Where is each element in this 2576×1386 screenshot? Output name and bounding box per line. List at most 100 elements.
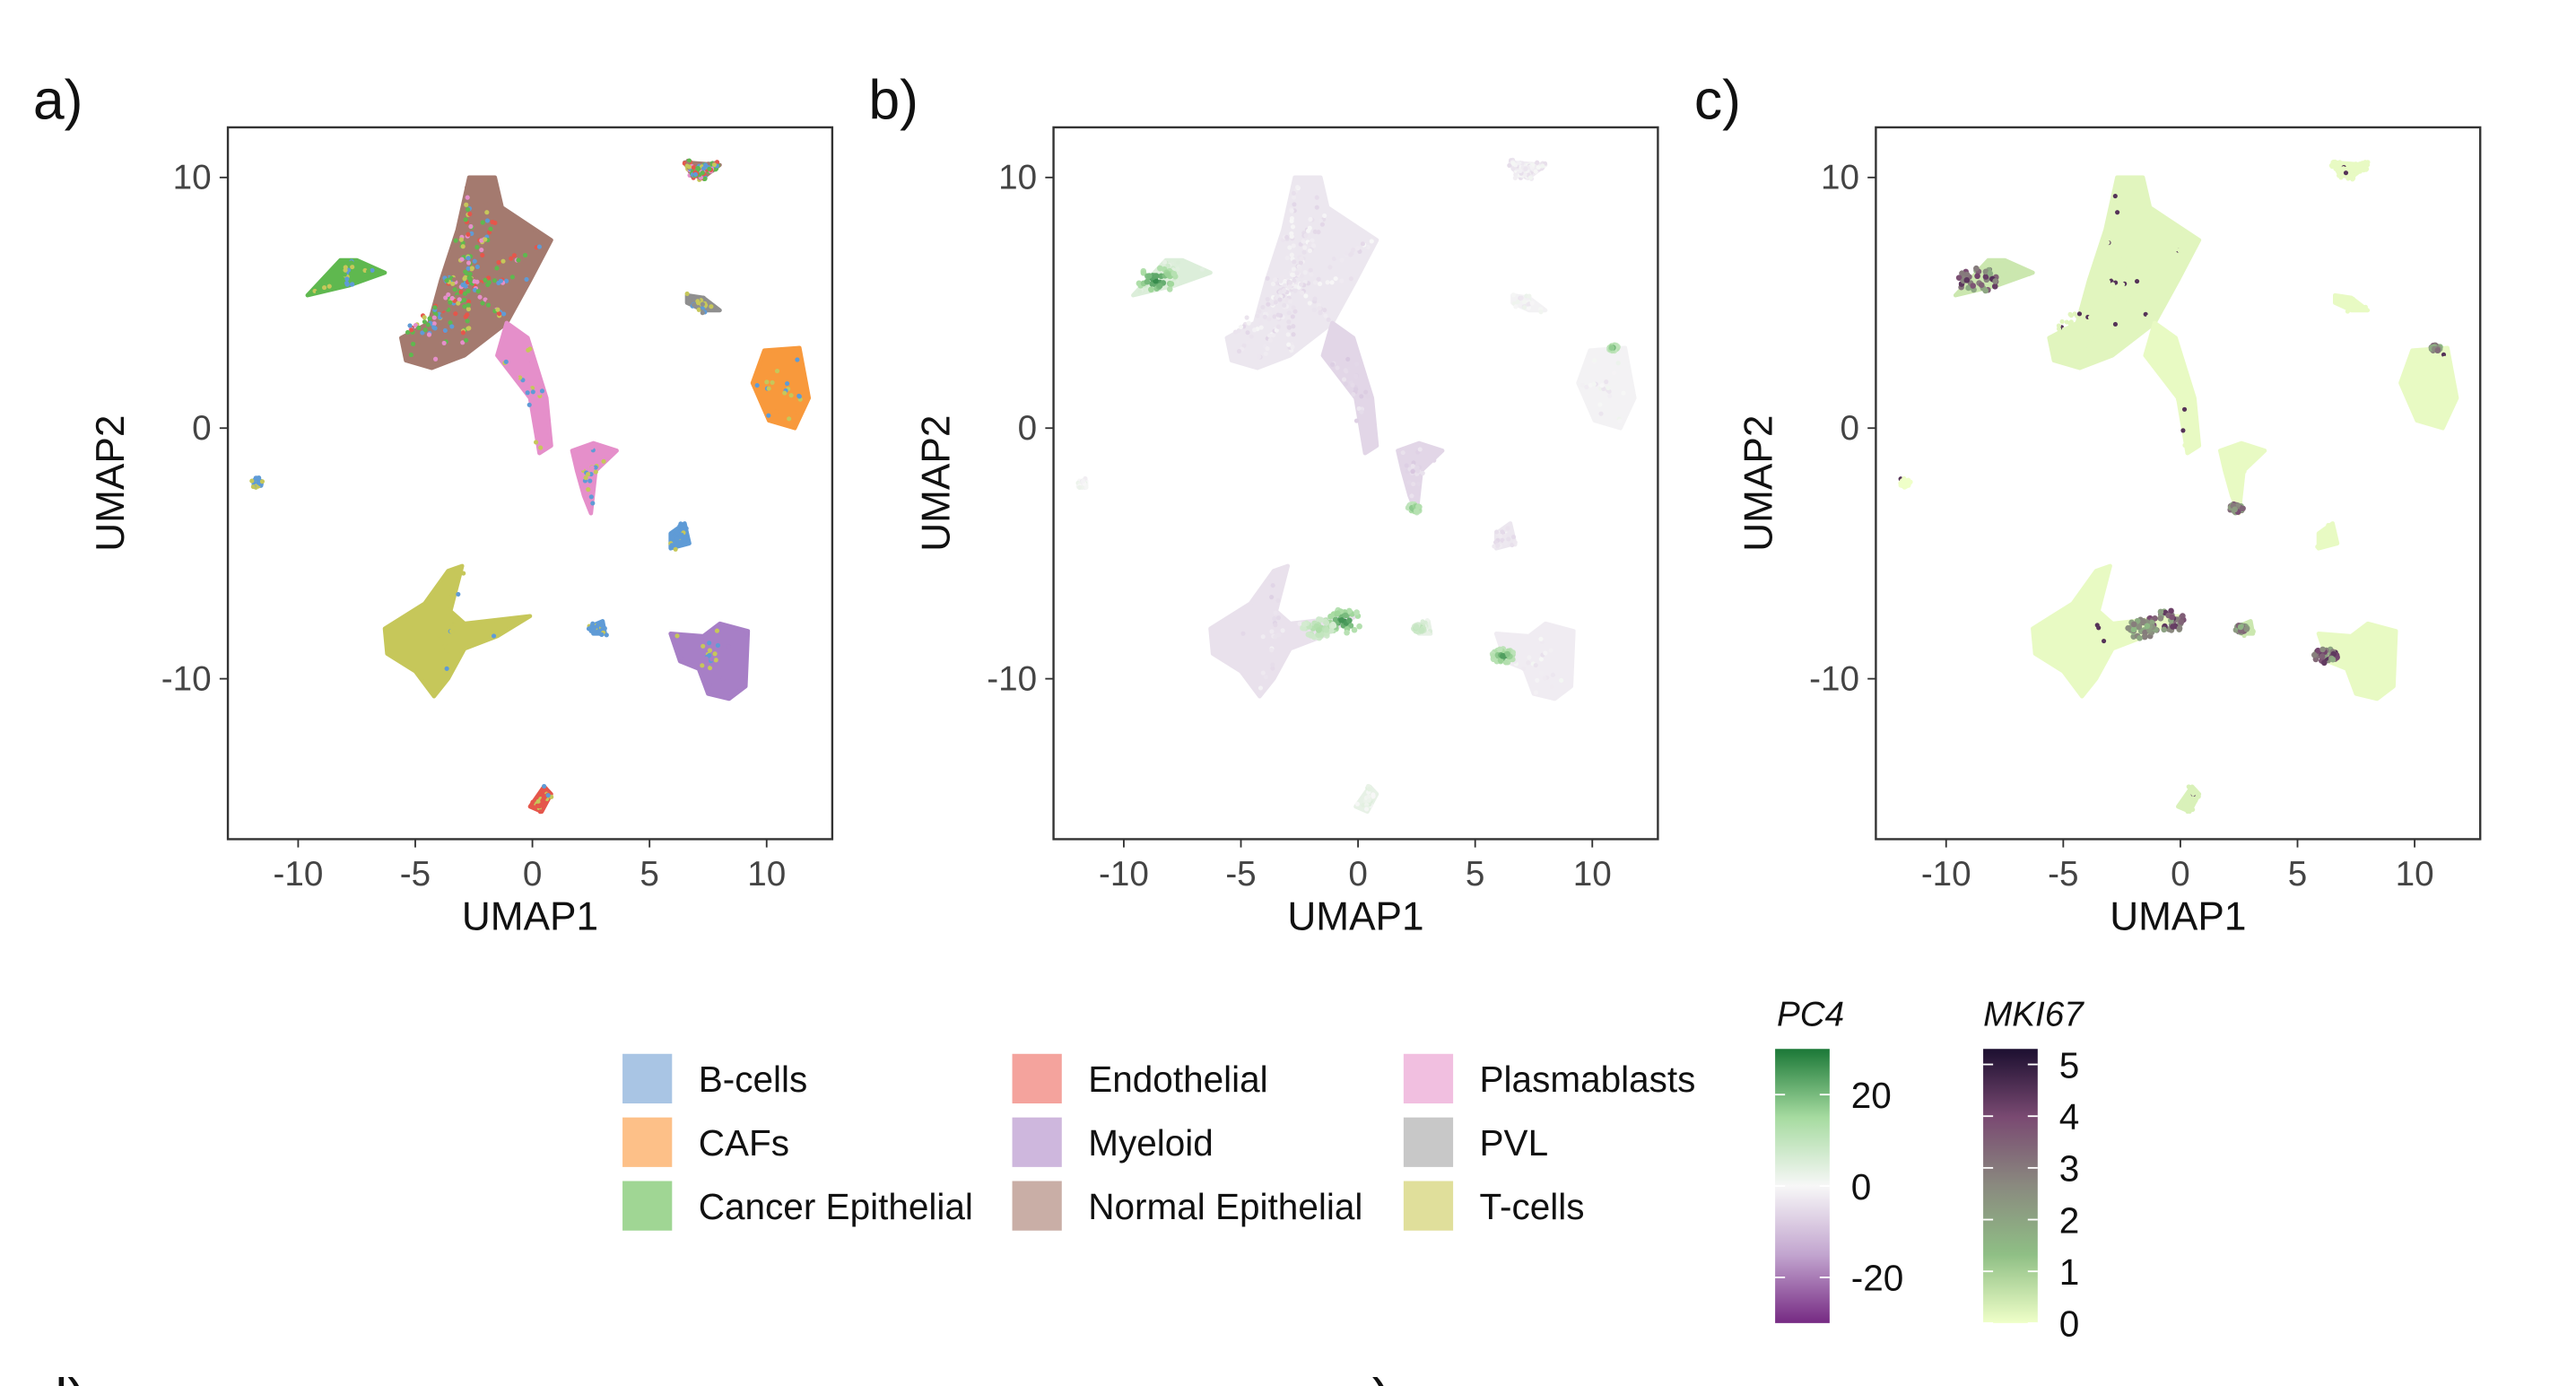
cell-point	[674, 633, 680, 639]
cell-point	[1432, 458, 1437, 463]
cell-point	[2110, 643, 2115, 649]
cell-point	[1348, 276, 1353, 282]
cell-point	[1510, 161, 1516, 166]
cell-point	[1371, 792, 1376, 798]
cell-point	[701, 166, 707, 171]
cell-point	[465, 318, 470, 324]
cell-point	[1318, 218, 1323, 223]
cell-point	[2091, 339, 2096, 344]
cell-point	[1533, 663, 1538, 668]
x-tick-label: 10	[747, 855, 786, 893]
cell-point	[1359, 409, 1364, 414]
cell-point	[2354, 303, 2360, 309]
cell-point	[431, 325, 437, 330]
highlight-point	[1166, 286, 1173, 292]
cell-point	[2155, 364, 2161, 370]
cell-point	[1319, 222, 1325, 227]
cell-point	[2167, 358, 2172, 363]
cell-point	[1271, 333, 1276, 338]
cell-point	[1325, 280, 1330, 285]
cell-point	[1297, 621, 1302, 626]
cell-point	[1274, 307, 1279, 312]
cell-point	[490, 219, 495, 225]
cell-point	[1591, 381, 1597, 387]
pc4-colorbar-title: PC4	[1777, 995, 1844, 1033]
cell-point	[2345, 309, 2350, 314]
cell-point	[590, 621, 596, 626]
cell-point	[466, 242, 472, 248]
cell-point	[474, 264, 480, 270]
y-tick-label: 0	[1840, 409, 1859, 448]
cell-point	[2433, 407, 2439, 413]
cell-point	[1341, 377, 1347, 382]
cell-point	[2441, 352, 2447, 357]
cell-point	[707, 641, 712, 646]
cell-point	[586, 487, 591, 493]
highlight-point	[1323, 626, 1330, 633]
cell-point	[2178, 804, 2183, 809]
highlight-point	[1148, 286, 1154, 293]
cell-point	[592, 630, 597, 636]
cell-point	[1510, 542, 1515, 548]
cell-point	[1258, 685, 1264, 691]
cell-point	[511, 253, 518, 258]
legend-item: Endothelial	[1012, 1053, 1268, 1103]
colorbar-tick-label: 4	[2059, 1096, 2080, 1138]
cell-point	[1176, 259, 1181, 266]
cell-point	[474, 279, 480, 284]
cell-point	[682, 537, 687, 543]
cell-point	[1252, 327, 1258, 333]
highlight-point	[1145, 273, 1153, 279]
cell-point	[422, 319, 427, 325]
y-axis-title: UMAP2	[1736, 415, 1780, 552]
cell-point	[2126, 297, 2131, 302]
cell-point	[1284, 234, 1290, 240]
cell-point	[465, 185, 470, 190]
cell-point	[465, 195, 470, 200]
x-axis-title: UMAP1	[2110, 895, 2246, 939]
cell-point	[257, 475, 262, 481]
cell-point	[2130, 218, 2137, 223]
cell-point	[443, 295, 448, 301]
cell-point	[2099, 277, 2104, 283]
highlight-point	[1353, 609, 1360, 615]
cell-point	[692, 171, 699, 177]
cell-point	[1494, 529, 1500, 535]
cell-point	[459, 345, 465, 351]
cell-point	[2187, 794, 2192, 799]
cell-point	[2144, 220, 2149, 225]
cell-point	[703, 162, 709, 168]
cell-point	[684, 163, 690, 169]
legend-label: Normal Epithelial	[1088, 1186, 1362, 1227]
cell-point	[707, 682, 712, 688]
cell-point	[1260, 670, 1266, 676]
highlight-point	[1136, 280, 1143, 287]
cell-point	[486, 299, 492, 304]
cell-point	[2121, 265, 2128, 271]
highlight-point	[2170, 623, 2176, 630]
cell-point	[1510, 534, 1517, 540]
cell-point	[458, 237, 464, 242]
points-layer	[1898, 159, 2459, 815]
cell-point	[485, 302, 492, 308]
cell-point	[702, 176, 708, 181]
cell-point	[1299, 256, 1304, 262]
cell-point	[416, 325, 422, 330]
cell-point	[1301, 249, 1307, 255]
highlight-point	[2319, 653, 2326, 659]
cell-point	[469, 231, 474, 236]
cell-point	[1343, 368, 1348, 373]
cell-point	[2181, 406, 2188, 412]
highlight-point	[1982, 274, 1989, 280]
cell-point	[466, 260, 472, 266]
cell-point	[2318, 536, 2323, 541]
cell-point	[788, 402, 793, 407]
cell-point	[2139, 276, 2145, 282]
legend-item: Myeloid	[1012, 1117, 1214, 1167]
cell-point	[1249, 334, 1254, 339]
cell-point	[785, 380, 790, 387]
highlight-point	[1308, 632, 1314, 639]
cell-point	[485, 282, 491, 288]
cell-point	[536, 803, 542, 809]
